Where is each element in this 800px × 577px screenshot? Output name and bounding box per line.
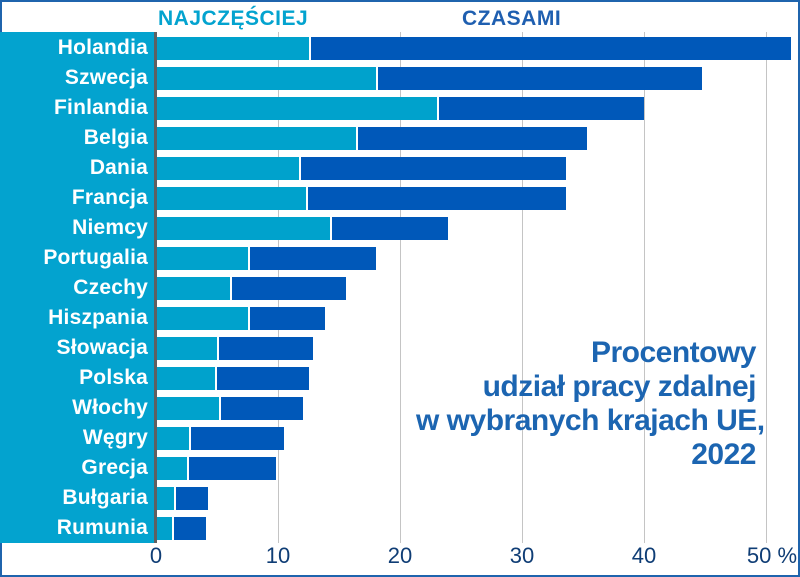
country-label: Belgia [83, 126, 148, 149]
bar-sometimes-10 [217, 337, 313, 360]
country-label: Hiszpania [48, 306, 148, 329]
country-label: Dania [89, 156, 148, 179]
country-label: Grecja [81, 456, 148, 479]
country-label-panel [0, 32, 155, 543]
country-label: Rumunia [56, 516, 148, 539]
bar-often-7 [156, 247, 248, 270]
title-line-2: udział pracy zdalnej [482, 370, 757, 403]
legend-sometimes: CZASAMI [462, 7, 562, 30]
bar-often-15 [156, 487, 174, 510]
bar-sometimes-5 [306, 187, 566, 210]
bar-often-14 [156, 457, 187, 480]
legend-often: NAJCZĘŚCIEJ [158, 7, 309, 30]
bar-sometimes-3 [356, 127, 587, 150]
bar-often-3 [156, 127, 356, 150]
chart-title: Procentowy udział pracy zdalnej w wybran… [416, 336, 765, 472]
country-label: Czechy [73, 276, 148, 299]
bar-sometimes-4 [299, 157, 566, 180]
bar-sometimes-7 [248, 247, 376, 270]
bar-often-12 [156, 397, 219, 420]
country-label: Francja [71, 186, 148, 209]
x-tick-label: 10 [265, 543, 291, 568]
country-label: Bułgaria [62, 486, 148, 509]
bar-sometimes-14 [187, 457, 276, 480]
bar-sometimes-15 [174, 487, 208, 510]
bar-often-8 [156, 277, 230, 300]
bar-sometimes-12 [219, 397, 303, 420]
bar-sometimes-9 [248, 307, 325, 330]
bar-sometimes-2 [437, 97, 644, 120]
country-label: Słowacja [56, 336, 148, 359]
country-label: Szwecja [64, 66, 148, 89]
bar-often-4 [156, 157, 299, 180]
bar-often-11 [156, 367, 215, 390]
y-axis-line [154, 32, 157, 543]
bar-often-2 [156, 97, 437, 120]
country-label: Węgry [82, 426, 148, 449]
bar-often-5 [156, 187, 306, 210]
gridline-30 [522, 32, 523, 543]
title-line-1: Procentowy [590, 336, 757, 369]
bar-often-6 [156, 217, 330, 240]
bar-sometimes-11 [215, 367, 309, 390]
bar-often-16 [156, 517, 172, 540]
country-label: Polska [79, 366, 148, 389]
bar-sometimes-6 [330, 217, 448, 240]
bar-sometimes-1 [376, 67, 702, 90]
country-label: Finlandia [54, 96, 148, 119]
bar-often-1 [156, 67, 376, 90]
bar-often-13 [156, 427, 189, 450]
bar-sometimes-16 [172, 517, 206, 540]
gridline-20 [400, 32, 401, 543]
x-tick-label: 0 [149, 543, 163, 568]
x-tick-label: 40 [631, 543, 657, 568]
bar-sometimes-13 [189, 427, 284, 450]
title-line-3: w wybranych krajach UE, [416, 404, 765, 437]
x-tick-label: 30 [509, 543, 535, 568]
bar-sometimes-0 [309, 37, 791, 60]
bar-often-9 [156, 307, 248, 330]
x-tick-label: 50 % [746, 543, 798, 568]
country-label: Portugalia [43, 246, 148, 269]
gridline-40 [644, 32, 645, 543]
title-line-4: 2022 [691, 438, 756, 471]
bar-sometimes-8 [230, 277, 346, 300]
country-label: Niemcy [72, 216, 148, 239]
bar-often-10 [156, 337, 217, 360]
gridline-50 [766, 32, 767, 543]
x-tick-label: 20 [387, 543, 413, 568]
country-label: Holandia [57, 36, 148, 59]
bar-often-0 [156, 37, 309, 60]
country-label: Włochy [72, 396, 148, 419]
